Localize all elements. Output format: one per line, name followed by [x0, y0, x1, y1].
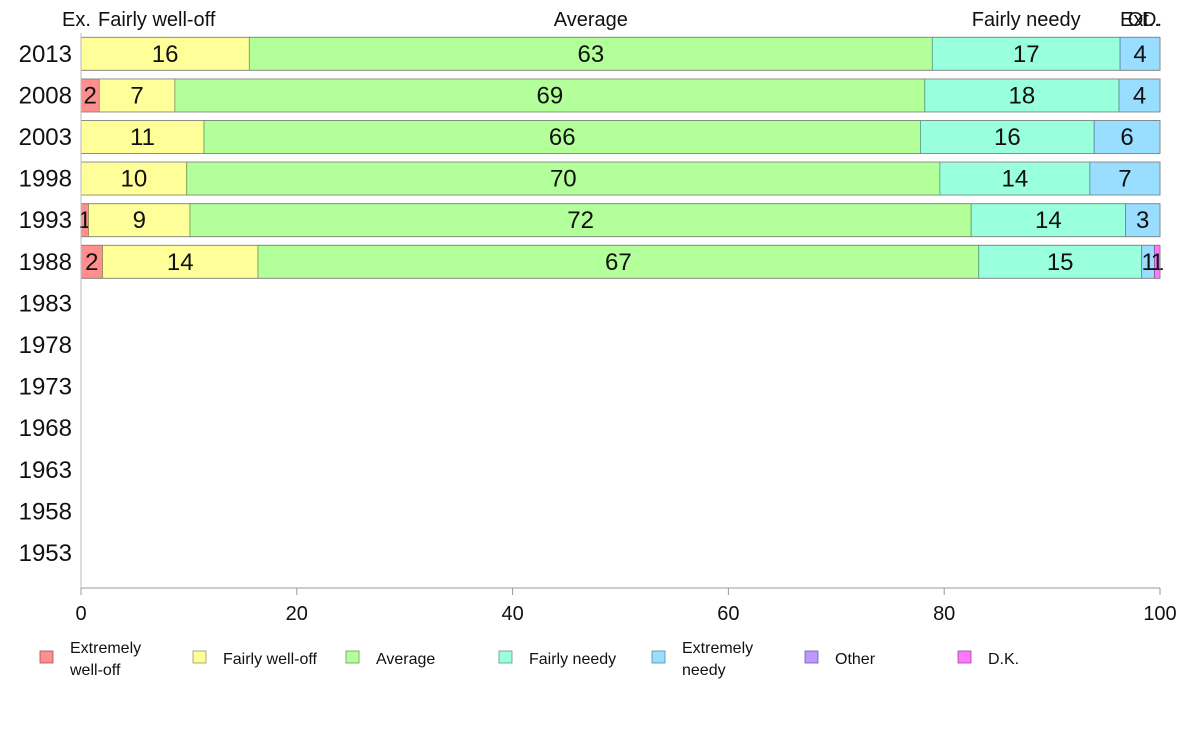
data-label: 72: [567, 207, 594, 234]
bar-segment: [1118, 78, 1161, 113]
x-tick-label: 40: [501, 603, 523, 625]
data-label: 6: [1120, 124, 1133, 151]
legend-label: well-off: [69, 662, 121, 679]
data-label: 67: [605, 249, 632, 276]
data-label: 14: [1035, 207, 1062, 234]
legend-label: Extremely: [682, 640, 753, 657]
y-tick-label: 2013: [19, 41, 72, 68]
bar-segment: [257, 244, 980, 279]
legend-label: Fairly needy: [529, 651, 616, 668]
y-tick-label: 1983: [19, 290, 72, 317]
y-tick-label: 2008: [19, 82, 72, 109]
bar-segment: [1089, 161, 1161, 196]
bar-segment: [970, 203, 1126, 238]
legend-swatch: [804, 650, 819, 664]
legend-swatch: [498, 650, 513, 664]
segment-header-labels: Fairly well-off Average Fairly needy Ex. Ex.…: [62, 9, 1162, 31]
data-label: 2: [85, 249, 98, 276]
legend-swatch: [345, 650, 360, 664]
data-label: 10: [121, 166, 148, 193]
data-label: 16: [152, 41, 179, 68]
bar-segment: [978, 244, 1143, 279]
data-label: 18: [1009, 82, 1036, 109]
segment-header: Ex.: [62, 9, 91, 31]
bar-segment: [203, 120, 921, 154]
y-tick-label: 1993: [19, 207, 72, 234]
legend-swatch: [651, 650, 666, 664]
x-axis: 0 20 40 60 80 100: [75, 33, 1177, 625]
y-axis-labels: 2013 2008 2003 1998 1993 1988 1983 1978 1973 1968…: [19, 41, 72, 567]
legend-label: Other: [835, 651, 876, 668]
legend: Extremely well-off Fairly well-off Average F…: [39, 640, 1019, 679]
data-label: 4: [1133, 41, 1146, 68]
legend-label: Extremely: [70, 640, 141, 657]
y-tick-label: 1968: [19, 415, 72, 442]
data-label: 11: [130, 124, 155, 151]
data-label: 63: [577, 41, 604, 68]
x-tick-label: 60: [717, 603, 739, 625]
y-tick-label: 1958: [19, 498, 72, 525]
data-label: 7: [1118, 166, 1131, 193]
x-tick-label: 100: [1143, 603, 1176, 625]
data-label: 14: [167, 249, 194, 276]
segment-header: Ot..: [1128, 9, 1160, 31]
segment-header: Fairly needy: [972, 9, 1081, 31]
y-tick-label: 1953: [19, 540, 72, 567]
bar-segment: [931, 36, 1121, 71]
y-tick-label: 1988: [19, 249, 72, 276]
bar-segment: [80, 36, 250, 71]
y-tick-label: 2003: [19, 124, 72, 151]
segment-header: Fairly well-off: [98, 9, 216, 31]
y-tick-label: 1998: [19, 166, 72, 193]
data-label: 70: [550, 166, 577, 193]
x-tick-label: 80: [933, 603, 955, 625]
segment-header: Ex.: [1120, 9, 1149, 31]
y-tick-label: 1963: [19, 457, 72, 484]
data-label: 2: [83, 82, 96, 109]
data-label: 1: [1151, 249, 1164, 276]
x-tick-label: 20: [286, 603, 308, 625]
legend-swatch: [39, 650, 54, 664]
x-tick-label: 0: [75, 603, 86, 625]
legend-swatch: [957, 650, 972, 664]
bar-segment: [88, 203, 191, 238]
data-label: 1: [1141, 249, 1154, 276]
data-label: 69: [536, 82, 563, 109]
legend-label: needy: [682, 662, 726, 679]
data-label: 3: [1136, 207, 1149, 234]
bar-segment: [189, 203, 972, 238]
data-label: 15: [1047, 249, 1074, 276]
data-label: 9: [133, 207, 146, 234]
bars-area: 16 63 17 4 2 7 69 18 4 11 66 16 6 10 70 14 7 1 9 72 14 3 2 14 67…: [78, 36, 1164, 279]
data-label: 4: [1133, 82, 1146, 109]
segment-header: D.: [1142, 9, 1162, 31]
data-label: 66: [549, 124, 576, 151]
data-label: 16: [994, 124, 1021, 151]
legend-label: Average: [376, 651, 435, 668]
bar-segment: [80, 161, 188, 196]
data-label: 7: [130, 82, 143, 109]
data-label: 14: [1002, 166, 1029, 193]
y-tick-label: 1973: [19, 374, 72, 401]
legend-label: D.K.: [988, 651, 1019, 668]
y-tick-label: 1978: [19, 332, 72, 359]
segment-header: Average: [554, 9, 628, 31]
legend-label: Fairly well-off: [223, 651, 318, 668]
bar-segment: [1125, 203, 1161, 238]
data-label: 17: [1013, 41, 1040, 68]
legend-swatch: [192, 650, 207, 664]
